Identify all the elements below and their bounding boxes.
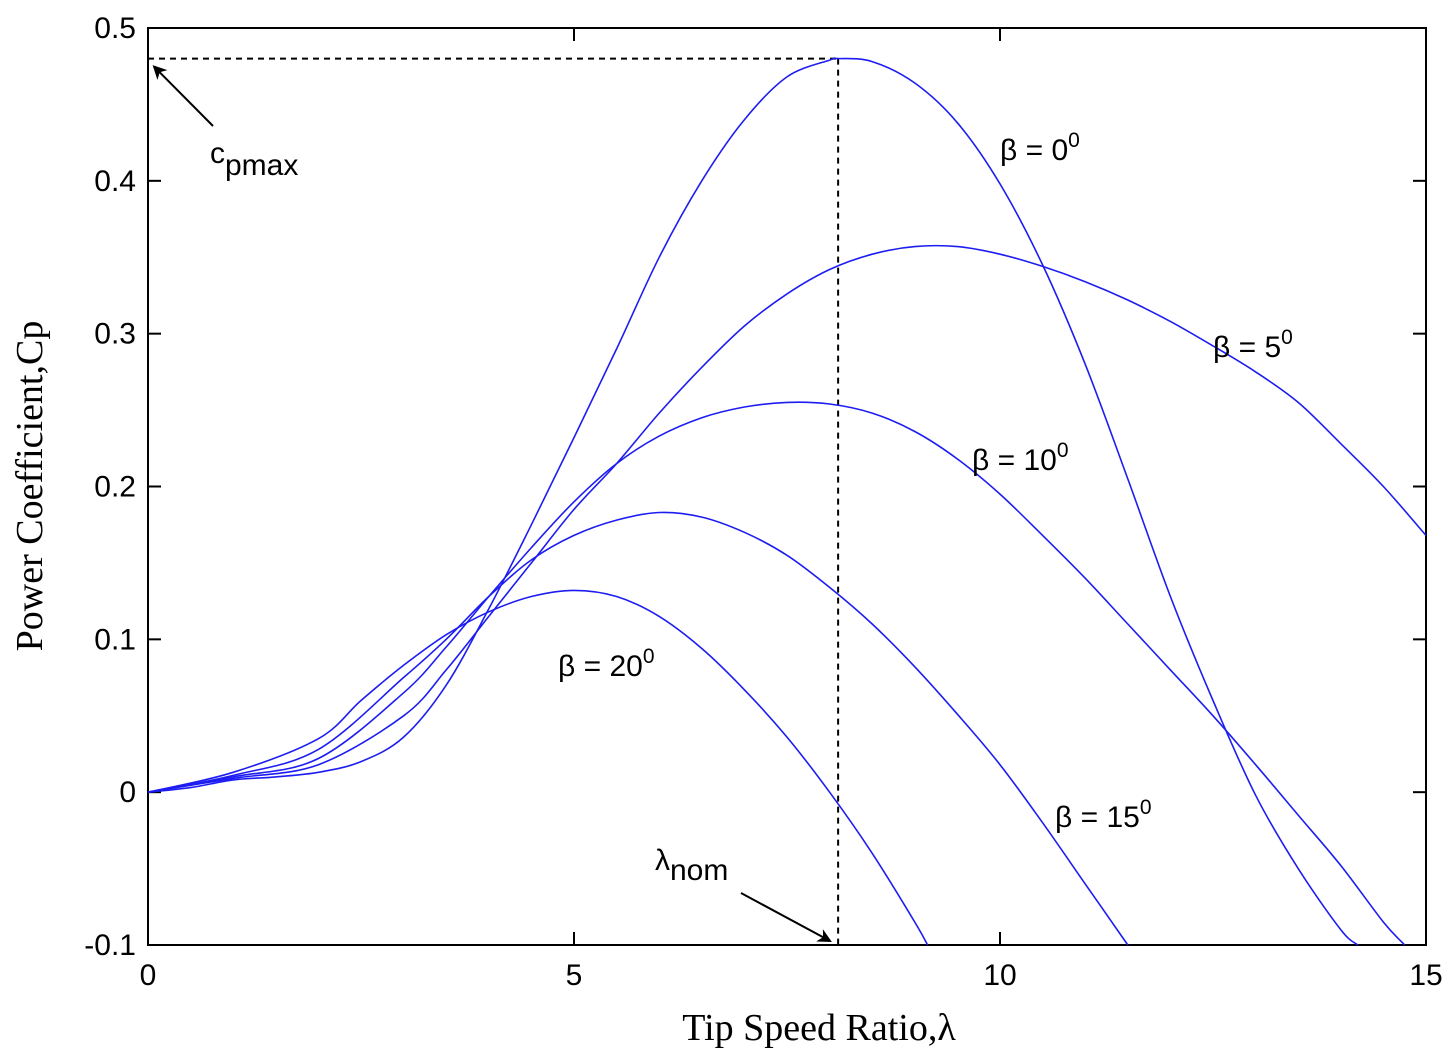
series-line-beta-0 xyxy=(147,57,1359,946)
axis-ticks xyxy=(147,27,1427,946)
y-tick-label: 0.5 xyxy=(94,12,136,45)
lambda-nom-arrow xyxy=(740,892,832,942)
x-tick-label: 10 xyxy=(983,959,1016,992)
x-tick-label: 0 xyxy=(140,959,157,992)
series-label-beta-5: β = 50 xyxy=(1213,326,1293,364)
series-label-beta-10: β = 100 xyxy=(972,439,1069,477)
cp-max-label: cpmax xyxy=(210,137,298,182)
y-tick-label: 0.3 xyxy=(94,318,136,351)
series-line-beta-20 xyxy=(147,589,929,946)
series-curves xyxy=(147,57,1427,946)
y-tick-label: -0.1 xyxy=(84,929,136,962)
series-line-beta-15 xyxy=(147,511,1129,946)
y-tick-label: 0.2 xyxy=(94,471,136,504)
cp-max-arrow xyxy=(152,65,214,127)
axis-tick-labels: 0 5 10 15-0.100.10.20.30.40.5 xyxy=(84,12,1442,992)
x-axis-title: Tip Speed Ratio,λ xyxy=(682,1007,956,1049)
x-tick-label: 15 xyxy=(1409,959,1442,992)
series-label-beta-15: β = 150 xyxy=(1055,796,1152,834)
x-tick-label: 5 xyxy=(566,959,583,992)
series-label-beta-0: β = 00 xyxy=(1000,129,1080,167)
series-label-beta-20: β = 200 xyxy=(558,645,655,683)
lambda-nom-label: λnom xyxy=(655,844,728,887)
y-axis-title: Power Coefficient,Cp xyxy=(9,321,51,652)
plot-area-frame xyxy=(147,27,1427,946)
chart-annotations: β = 00 β = 50 β = 100 β = 150 β = 200 cpmax λn… xyxy=(152,65,1293,942)
series-line-beta-5 xyxy=(147,244,1427,793)
series-line-beta-10 xyxy=(147,401,1406,946)
y-tick-label: 0.1 xyxy=(94,623,136,656)
reference-lines xyxy=(148,57,840,945)
y-tick-label: 0 xyxy=(119,776,136,809)
y-tick-label: 0.4 xyxy=(94,165,136,198)
